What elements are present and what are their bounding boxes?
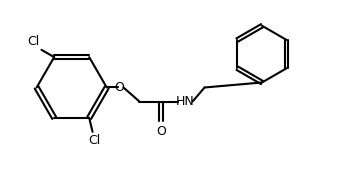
- Text: O: O: [156, 125, 166, 138]
- Text: O: O: [115, 81, 124, 94]
- Text: Cl: Cl: [88, 134, 100, 147]
- Text: Cl: Cl: [28, 35, 40, 48]
- Text: HN: HN: [176, 95, 194, 108]
